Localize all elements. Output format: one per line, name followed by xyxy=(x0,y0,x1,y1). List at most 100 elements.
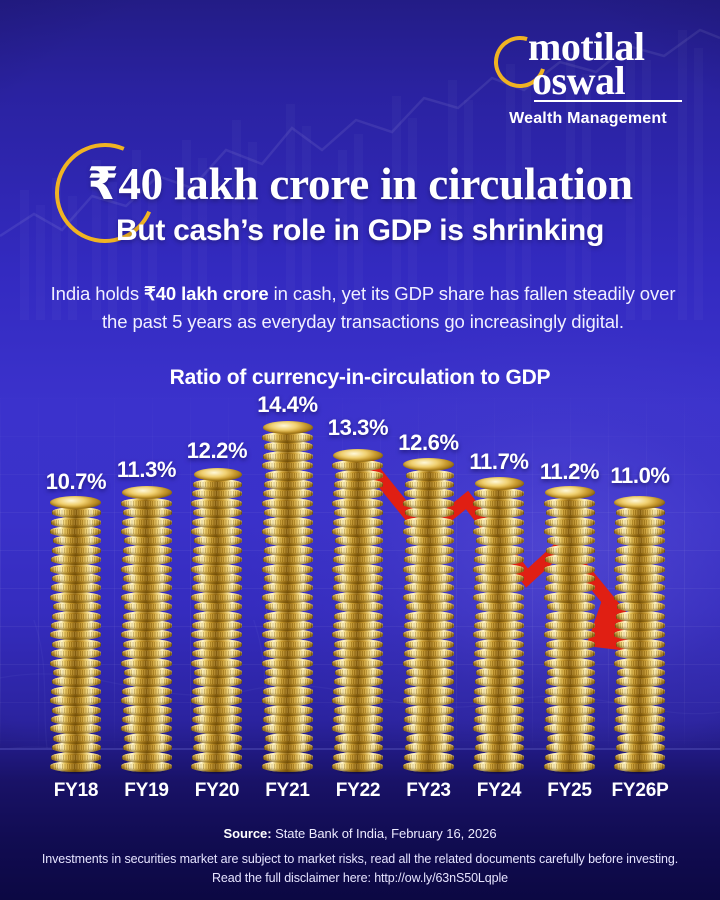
coin xyxy=(473,723,524,735)
coin xyxy=(120,497,172,509)
coin xyxy=(404,676,454,688)
coin xyxy=(332,526,383,537)
coin xyxy=(121,554,172,566)
bar-value-label: 14.4% xyxy=(257,392,318,417)
coin xyxy=(613,695,665,707)
intro-paragraph: India holds ₹40 lakh crore in cash, yet … xyxy=(44,280,682,336)
coin xyxy=(474,516,524,528)
intro-part2: in cash, yet its GDP share has fallen st… xyxy=(102,283,676,332)
coin xyxy=(472,563,524,575)
coin xyxy=(263,544,313,556)
x-axis-label: FY26P xyxy=(611,780,669,801)
coin-stack-bar xyxy=(49,495,101,772)
coin xyxy=(191,751,242,763)
coin xyxy=(49,695,101,707)
coin xyxy=(333,544,383,556)
coin xyxy=(403,620,454,631)
coin xyxy=(264,732,313,744)
intro-highlight: ₹40 lakh crore xyxy=(144,283,269,304)
coin xyxy=(405,704,454,716)
coin xyxy=(122,610,172,622)
coin xyxy=(545,582,595,594)
coin xyxy=(121,657,172,669)
x-axis-label: FY18 xyxy=(53,780,99,801)
coin xyxy=(261,629,313,641)
coin xyxy=(262,526,313,537)
coin xyxy=(616,573,665,584)
coin xyxy=(546,573,595,584)
coin xyxy=(191,723,242,735)
coin xyxy=(613,563,665,575)
coin xyxy=(191,591,242,603)
coin xyxy=(614,657,665,669)
coin xyxy=(472,629,524,641)
coin xyxy=(52,667,101,678)
coin xyxy=(403,685,454,697)
coin xyxy=(262,420,313,434)
coin xyxy=(474,676,524,688)
coin xyxy=(262,591,313,603)
coin xyxy=(405,601,454,613)
coin xyxy=(614,723,665,735)
coin xyxy=(402,629,454,641)
coin xyxy=(546,732,595,744)
headline-secondary: But cash’s role in GDP is shrinking xyxy=(116,214,604,247)
coin xyxy=(475,732,524,744)
coin xyxy=(264,507,313,519)
x-axis-label: FY21 xyxy=(265,780,310,801)
coin xyxy=(473,591,524,603)
coin xyxy=(50,554,101,566)
coin xyxy=(264,573,313,584)
coin xyxy=(614,685,665,697)
coin xyxy=(262,657,313,669)
coin xyxy=(334,667,383,678)
coin xyxy=(546,667,595,678)
coin xyxy=(264,469,313,481)
coin xyxy=(405,507,454,519)
brand-logo[interactable]: motilal oswal Wealth Management xyxy=(484,26,688,128)
coin xyxy=(404,714,454,725)
coin xyxy=(51,516,101,528)
coin xyxy=(51,742,101,754)
coin xyxy=(475,507,524,519)
coin xyxy=(332,460,383,472)
coin xyxy=(332,751,383,763)
coin xyxy=(546,507,595,519)
coin xyxy=(122,648,172,660)
coin xyxy=(50,620,101,631)
coin xyxy=(122,582,172,594)
coin xyxy=(333,582,383,594)
coin xyxy=(543,497,595,509)
coin xyxy=(49,629,101,641)
coin xyxy=(332,620,383,631)
coin xyxy=(193,507,242,519)
coin xyxy=(614,526,665,537)
coin xyxy=(474,544,524,556)
coin xyxy=(404,742,454,754)
coin xyxy=(405,667,454,678)
rupee-symbol: ₹ xyxy=(87,157,119,210)
coin xyxy=(334,638,383,650)
coin xyxy=(545,648,595,660)
coin xyxy=(475,667,524,678)
coin xyxy=(545,714,595,725)
coin xyxy=(404,610,454,622)
coin xyxy=(191,488,242,500)
coin xyxy=(51,610,101,622)
coin xyxy=(331,563,383,575)
coin xyxy=(613,629,665,641)
coin xyxy=(616,601,665,613)
coin xyxy=(261,432,313,443)
coin xyxy=(192,544,242,556)
disclaimer-line-2[interactable]: Read the full disclaimer here: http://ow… xyxy=(211,871,509,885)
coin xyxy=(52,601,101,613)
coin xyxy=(614,620,665,631)
coin xyxy=(546,638,595,650)
coin xyxy=(334,732,383,744)
coin xyxy=(332,591,383,603)
coin xyxy=(51,676,101,688)
coin xyxy=(121,685,172,697)
coin xyxy=(545,544,595,556)
coin xyxy=(332,685,383,697)
coin xyxy=(403,526,454,537)
